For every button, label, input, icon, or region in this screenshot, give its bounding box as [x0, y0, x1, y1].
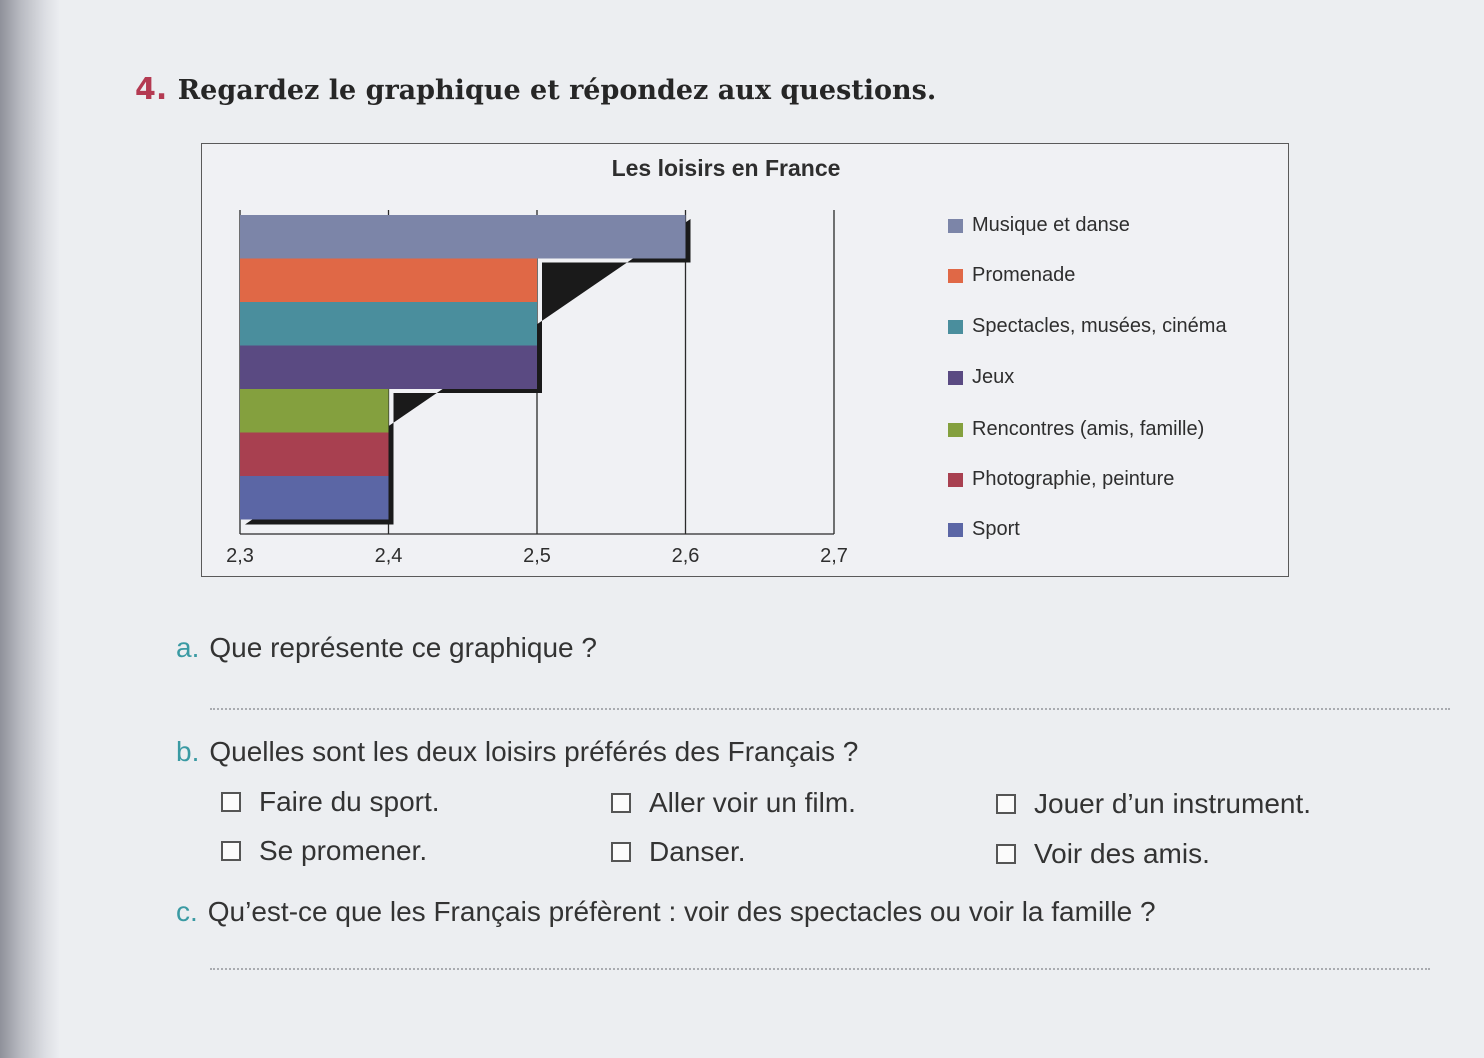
question-b: b. Quelles sont les deux loisirs préférés… [176, 736, 858, 768]
question-c-text: Qu’est-ce que les Français préfèrent : v… [207, 896, 1156, 927]
answer-line-a[interactable] [210, 708, 1450, 710]
legend-item: Sport [948, 518, 1020, 541]
option-label: Faire du sport. [259, 786, 440, 817]
bar-promenade [240, 258, 537, 302]
answer-line-c[interactable] [210, 968, 1430, 970]
x-tick-label: 2,3 [226, 545, 254, 567]
question-b-letter: b. [176, 736, 200, 767]
x-tick-label: 2,7 [820, 545, 848, 567]
legend-label: Musique et danse [972, 214, 1130, 236]
x-tick-label: 2,6 [672, 545, 700, 567]
legend-swatch [948, 422, 963, 437]
question-a-text: Que représente ce graphique ? [209, 632, 597, 663]
checkbox[interactable] [996, 794, 1016, 814]
checkbox[interactable] [221, 792, 241, 812]
legend-item: Musique et danse [948, 214, 1130, 237]
bar-jeux [240, 345, 537, 389]
legend-item: Jeux [948, 366, 1014, 389]
legend-label: Sport [972, 518, 1020, 540]
option-aller-voir-un-film[interactable]: Aller voir un film. [611, 787, 856, 819]
checkbox[interactable] [611, 793, 631, 813]
question-a: a. Que représente ce graphique ? [176, 632, 597, 664]
legend-item: Rencontres (amis, famille) [948, 418, 1204, 441]
bar-rencontres-amis-famille [240, 389, 389, 433]
checkbox[interactable] [611, 842, 631, 862]
legend-swatch [948, 522, 963, 537]
option-label: Voir des amis. [1034, 838, 1210, 869]
legend-item: Spectacles, musées, cinéma [948, 315, 1227, 338]
legend-swatch [948, 472, 963, 487]
chart-title: Les loisirs en France [612, 155, 841, 181]
option-label: Danser. [649, 836, 746, 867]
legend-item: Promenade [948, 264, 1075, 287]
question-c-letter: c. [176, 896, 198, 927]
option-label: Se promener. [259, 835, 428, 866]
legend-label: Promenade [972, 264, 1076, 286]
question-a-letter: a. [176, 632, 200, 663]
book-spine-shadow [0, 0, 60, 1058]
legend-label: Spectacles, musées, cinéma [972, 315, 1227, 337]
question-c: c. Qu’est-ce que les Français préfèrent :… [176, 896, 1156, 928]
legend-label: Photographie, peinture [972, 468, 1175, 490]
legend-label: Jeux [972, 366, 1015, 388]
legend-label: Rencontres (amis, famille) [972, 418, 1205, 440]
option-faire-du-sport[interactable]: Faire du sport. [221, 786, 440, 818]
legend-item: Photographie, peinture [948, 468, 1174, 491]
bar-photographie-peinture [240, 432, 389, 476]
bar-spectacles-mus-es-cin-ma [240, 302, 537, 346]
legend-swatch [948, 370, 963, 385]
legend-swatch [948, 218, 963, 233]
bar-musique-et-danse [240, 215, 686, 259]
bar-sport [240, 476, 389, 520]
option-label: Jouer d’un instrument. [1034, 788, 1312, 819]
checkbox[interactable] [221, 841, 241, 861]
question-b-text: Quelles sont les deux loisirs préférés d… [209, 736, 859, 767]
legend-swatch [948, 268, 963, 283]
legend-swatch [948, 319, 963, 334]
option-label: Aller voir un film. [649, 787, 856, 818]
x-tick-label: 2,5 [523, 545, 551, 567]
option-se-promener[interactable]: Se promener. [221, 835, 427, 867]
option-danser[interactable]: Danser. [611, 836, 746, 868]
exercise-header: 4. Regardez le graphique et répondez aux… [135, 72, 936, 107]
exercise-title: Regardez le graphique et répondez aux qu… [177, 75, 937, 106]
option-voir-des-amis[interactable]: Voir des amis. [996, 838, 1210, 870]
exercise-number: 4. [135, 72, 168, 107]
x-tick-label: 2,4 [375, 545, 403, 567]
checkbox[interactable] [996, 844, 1016, 864]
option-jouer-un-instrument[interactable]: Jouer d’un instrument. [996, 788, 1311, 820]
